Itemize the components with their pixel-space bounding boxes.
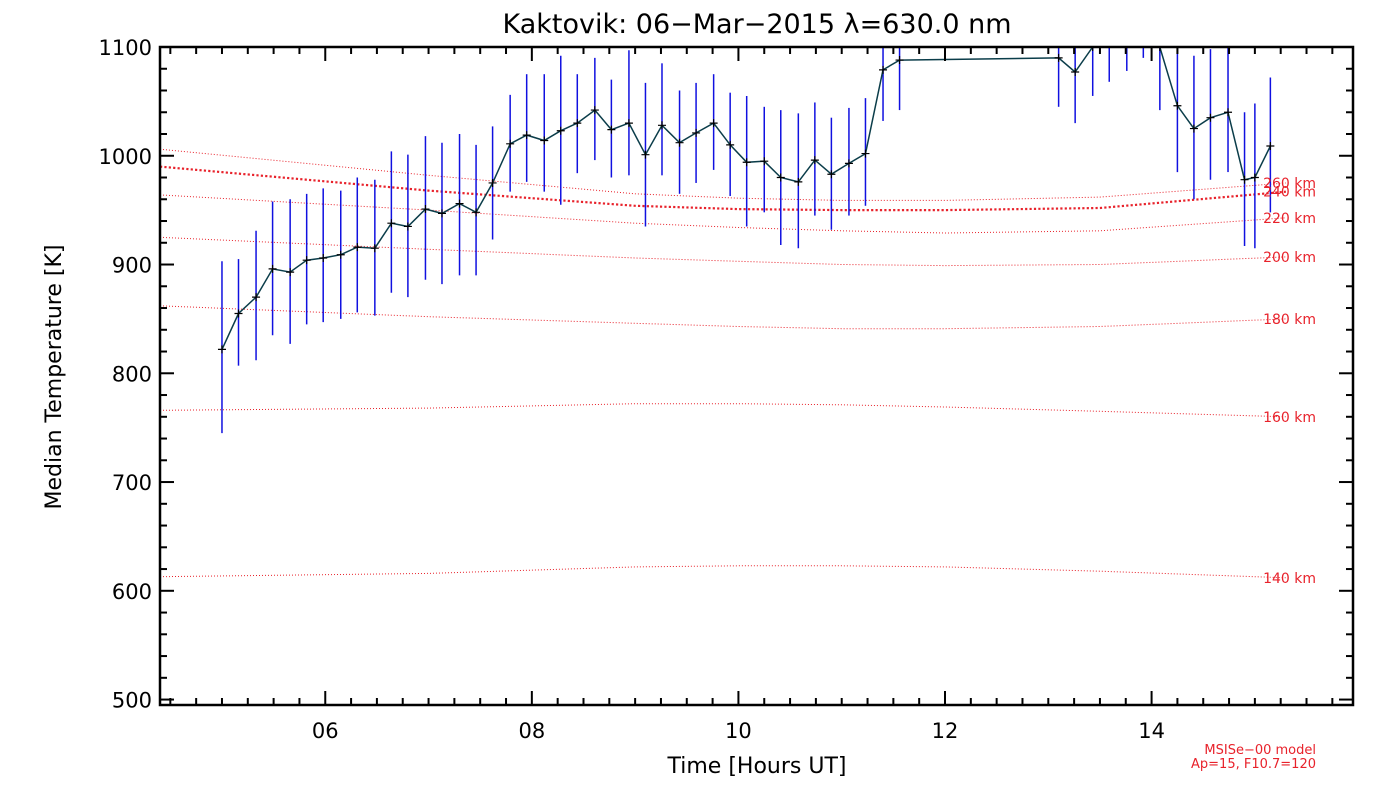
measurement-series xyxy=(217,0,1275,354)
data-point xyxy=(421,205,430,214)
data-point xyxy=(1206,113,1215,122)
data-point xyxy=(1071,68,1080,77)
model-label-220-km: 220 km xyxy=(1263,211,1316,227)
data-point xyxy=(1088,47,1097,51)
model-curves xyxy=(160,148,1286,579)
model-curve-260-km xyxy=(160,148,1286,201)
model-curve-220-km xyxy=(160,194,1286,234)
data-point xyxy=(302,256,311,265)
data-point xyxy=(641,150,650,159)
model-label-260-km: 260 km xyxy=(1263,176,1316,192)
data-point xyxy=(742,158,751,167)
data-point xyxy=(234,309,243,318)
x-tick-label: 10 xyxy=(725,719,752,743)
data-point xyxy=(437,209,446,218)
chart-title: Kaktovik: 06−Mar−2015 λ=630.0 nm xyxy=(502,9,1011,40)
data-point xyxy=(1139,0,1147,7)
plot-axes: 140 km 160 km 180 km 200 km 220 km 240 km260 … xyxy=(99,36,1355,743)
data-point xyxy=(776,173,785,182)
data-point xyxy=(861,149,870,158)
model-note-line-1: MSISe−00 model xyxy=(1204,743,1316,758)
data-point xyxy=(794,177,803,186)
data-point xyxy=(1266,141,1275,150)
data-point xyxy=(827,170,836,179)
y-tick-label: 1100 xyxy=(99,36,152,60)
y-tick-label: 800 xyxy=(112,362,152,386)
data-point xyxy=(472,208,481,217)
model-curve-140-km xyxy=(160,565,1286,579)
data-point xyxy=(403,222,412,231)
data-point xyxy=(726,140,735,149)
data-point xyxy=(590,106,599,115)
data-point xyxy=(268,264,277,273)
data-point xyxy=(810,156,819,165)
data-point xyxy=(692,128,701,137)
data-point xyxy=(1240,175,1249,184)
data-point xyxy=(844,159,853,168)
data-point xyxy=(252,293,261,302)
y-tick-label: 600 xyxy=(112,580,152,604)
data-point xyxy=(1173,101,1182,110)
data-point xyxy=(657,121,666,130)
model-note-line-2: Ap=15, F10.7=120 xyxy=(1191,757,1316,772)
model-label-240-km: 240 km xyxy=(1263,185,1316,201)
y-axis-title: Median Temperature [K] xyxy=(42,245,67,510)
data-point xyxy=(488,178,497,187)
x-tick-label: 08 xyxy=(518,719,545,743)
error-bars xyxy=(221,47,1272,434)
data-point xyxy=(879,65,888,74)
y-tick-label: 500 xyxy=(112,689,152,713)
data-point xyxy=(506,139,515,148)
y-tick-label: 700 xyxy=(112,471,152,495)
model-curve-180-km xyxy=(160,305,1286,330)
data-point xyxy=(522,131,531,140)
data-point xyxy=(1123,16,1131,24)
data-point xyxy=(336,250,345,259)
x-tick-label: 14 xyxy=(1138,719,1165,743)
data-point xyxy=(607,125,616,134)
model-curve-160-km xyxy=(160,403,1286,418)
data-point xyxy=(624,119,633,128)
y-tick-label: 1000 xyxy=(99,145,152,169)
x-tick-label: 12 xyxy=(932,719,959,743)
y-tick-label: 900 xyxy=(112,254,152,278)
model-curve-200-km xyxy=(160,236,1286,267)
data-point xyxy=(540,136,549,145)
data-point xyxy=(556,126,565,135)
data-point xyxy=(573,119,582,128)
x-tick-label: 06 xyxy=(312,719,339,743)
data-point xyxy=(1224,108,1233,117)
data-point xyxy=(675,138,684,147)
x-axis-title: Time [Hours UT] xyxy=(667,754,847,779)
model-label-160-km: 160 km xyxy=(1263,410,1316,426)
data-point xyxy=(217,345,226,354)
data-point xyxy=(760,157,769,166)
data-point xyxy=(370,244,379,253)
model-label-180-km: 180 km xyxy=(1263,312,1316,328)
data-point xyxy=(319,253,328,262)
data-point xyxy=(387,219,396,228)
data-point xyxy=(455,199,464,208)
data-point xyxy=(353,243,362,252)
data-point xyxy=(709,119,718,128)
plot-frame xyxy=(158,45,1355,707)
data-point xyxy=(1155,47,1164,51)
data-point xyxy=(286,268,295,277)
data-point xyxy=(895,56,904,65)
data-point xyxy=(1189,124,1198,133)
model-label-200-km: 200 km xyxy=(1263,250,1316,266)
data-point xyxy=(1105,27,1113,35)
model-label-140-km: 140 km xyxy=(1263,571,1316,587)
data-point xyxy=(1250,173,1259,182)
data-point xyxy=(1054,53,1063,62)
model-curve-240-km xyxy=(160,165,1286,212)
